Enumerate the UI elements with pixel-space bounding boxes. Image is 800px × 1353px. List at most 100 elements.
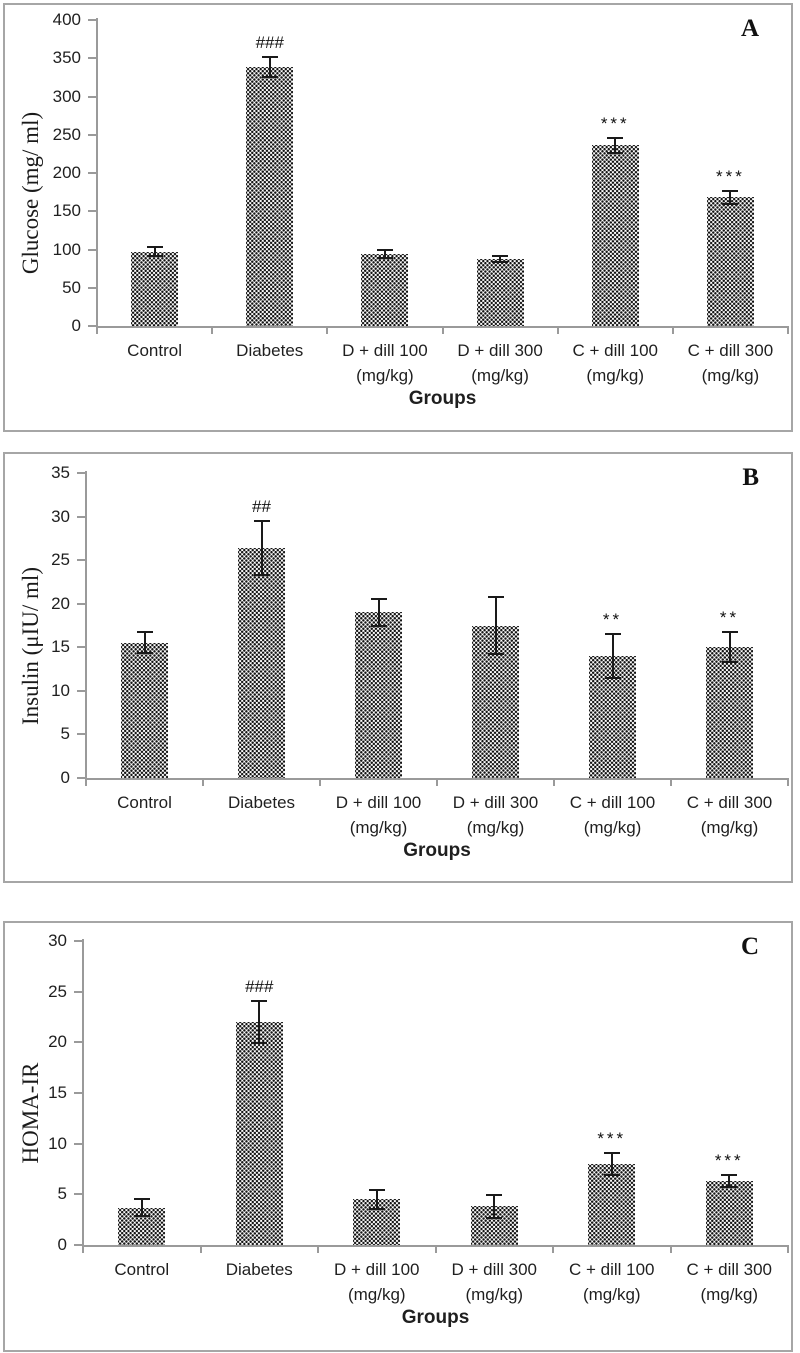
- bar-c-dill-300: [705, 1181, 753, 1245]
- bar-c-dill-300: [706, 197, 754, 326]
- significance-annotation-diabetes: ###: [255, 33, 284, 53]
- category-label-c-dill-100: C + dill 100 (mg/kg): [568, 1260, 655, 1304]
- error-bar-cap-top-d-dill-100: [368, 1189, 385, 1192]
- y-tick: [88, 57, 96, 60]
- category-label-diabetes: Diabetes: [236, 341, 304, 360]
- error-bar-cap-top-c-dill-100: [603, 1151, 620, 1154]
- y-tick-label: 0: [60, 768, 70, 787]
- bar-diabetes: [235, 1022, 283, 1245]
- significance-annotation-c-dill-100: ***: [600, 113, 630, 133]
- panel-letter-b: B: [742, 464, 759, 491]
- significance-annotation-c-dill-300: **: [719, 608, 740, 628]
- x-tick: [85, 780, 87, 786]
- x-axis: [82, 1245, 789, 1247]
- y-tick: [77, 515, 85, 518]
- error-bar-cap-bottom-d-dill-100: [376, 256, 393, 259]
- category-label-c-dill-300: C + dill 300 (mg/kg): [687, 341, 774, 385]
- x-tick: [669, 1247, 672, 1253]
- y-tick: [88, 133, 96, 136]
- x-tick: [787, 780, 789, 786]
- bar-control: [131, 251, 179, 326]
- bar-diabetes: [246, 67, 294, 326]
- category-label-c-dill-300: C + dill 300 (mg/kg): [686, 1260, 773, 1304]
- error-bar-line-c-dill-100: [614, 137, 617, 154]
- significance-annotation-c-dill-300: ***: [714, 1151, 744, 1171]
- y-tick-label: 250: [52, 124, 81, 144]
- y-tick-label: 25: [51, 550, 70, 570]
- significance-annotation-diabetes: ##: [252, 496, 271, 516]
- error-bar-cap-top-d-dill-300: [486, 1194, 503, 1197]
- x-axis-title-groups: Groups: [401, 1307, 470, 1328]
- category-label-c-dill-300: C + dill 300 (mg/kg): [686, 793, 773, 837]
- y-axis: [96, 18, 98, 332]
- error-bar-cap-top-d-dill-300: [492, 254, 509, 257]
- x-axis-title-groups: Groups: [403, 840, 471, 861]
- error-bar-line-diabetes: [258, 1000, 261, 1044]
- error-bar-line-c-dill-300: [729, 190, 732, 205]
- error-bar-cap-bottom-diabetes: [253, 573, 270, 576]
- error-bar-line-d-dill-300: [494, 596, 497, 655]
- error-bar-line-d-dill-100: [383, 250, 386, 258]
- y-tick-label: 0: [57, 1235, 67, 1254]
- panel-b-insulin: B Insulin (μIU/ ml) Groups 0 5 10 15 20 25 30 3…: [3, 452, 793, 883]
- significance-annotation-c-dill-100: **: [602, 610, 623, 630]
- y-tick: [88, 325, 96, 327]
- x-tick: [319, 780, 321, 786]
- significance-annotation-c-dill-100: ***: [597, 1128, 627, 1148]
- y-tick-label: 300: [52, 86, 81, 106]
- error-bar-cap-top-c-dill-300: [721, 631, 738, 634]
- error-bar-line-d-dill-100: [377, 599, 380, 626]
- error-bar-cap-top-control: [146, 246, 163, 249]
- x-tick: [787, 1247, 789, 1253]
- error-bar-cap-bottom-d-dill-300: [487, 653, 504, 656]
- y-tick: [88, 95, 96, 98]
- category-label-diabetes: Diabetes: [227, 793, 296, 812]
- x-tick: [441, 328, 444, 334]
- y-tick: [74, 1193, 82, 1196]
- y-tick-label: 200: [52, 163, 81, 182]
- x-tick: [436, 780, 438, 786]
- error-bar-cap-bottom-control: [136, 652, 153, 655]
- error-bar-cap-bottom-control: [133, 1214, 150, 1217]
- category-label-c-dill-100: C + dill 100 (mg/kg): [572, 341, 658, 385]
- category-label-d-dill-100: D + dill 100 (mg/kg): [335, 793, 422, 837]
- error-bar-cap-top-d-dill-100: [370, 598, 387, 601]
- error-bar-cap-bottom-c-dill-300: [722, 203, 739, 206]
- category-label-control: Control: [114, 1260, 170, 1279]
- y-tick: [88, 286, 96, 289]
- bar-c-dill-100: [591, 145, 639, 326]
- x-axis: [85, 778, 789, 780]
- error-bar-cap-top-diabetes: [261, 56, 278, 59]
- error-bar-line-diabetes: [260, 520, 263, 575]
- y-tick: [77, 646, 85, 649]
- plot-area-c: 0 5 10 15 20 25 30 Control ### Diabetes D + dill 1…: [5, 923, 791, 1350]
- x-tick: [434, 1247, 437, 1253]
- error-bar-line-c-dill-100: [611, 634, 614, 678]
- y-axis: [82, 939, 84, 1251]
- error-bar-cap-top-d-dill-100: [376, 249, 393, 252]
- plot-area-b: 0 5 10 15 20 25 30 35 Control ## Diabetes D + dill …: [5, 454, 791, 881]
- error-bar-cap-bottom-diabetes: [251, 1042, 268, 1045]
- category-label-d-dill-300: D + dill 300 (mg/kg): [457, 341, 543, 385]
- error-bar-cap-bottom-d-dill-300: [492, 260, 509, 263]
- bar-control: [118, 1207, 166, 1245]
- y-tick-label: 350: [52, 48, 81, 68]
- error-bar-cap-bottom-c-dill-100: [604, 676, 621, 679]
- category-label-d-dill-100: D + dill 100 (mg/kg): [333, 1260, 420, 1304]
- error-bar-line-control: [153, 247, 156, 257]
- error-bar-cap-bottom-c-dill-300: [721, 661, 738, 664]
- error-bar-line-d-dill-300: [499, 255, 502, 262]
- error-bar-cap-top-control: [133, 1198, 150, 1201]
- bar-d-dill-100: [353, 1199, 401, 1245]
- error-bar-cap-top-control: [136, 631, 153, 634]
- panel-c-homa-ir: C HOMA-IR Groups 0 5 10 15 20 25 30 Control ### D…: [3, 921, 793, 1352]
- y-tick: [77, 559, 85, 562]
- x-tick: [556, 328, 559, 334]
- y-tick: [88, 172, 96, 174]
- y-tick-label: 30: [48, 931, 67, 950]
- y-tick-label: 10: [51, 680, 70, 700]
- category-label-control: Control: [117, 793, 172, 812]
- y-tick: [74, 1092, 82, 1094]
- error-bar-line-d-dill-100: [375, 1190, 378, 1209]
